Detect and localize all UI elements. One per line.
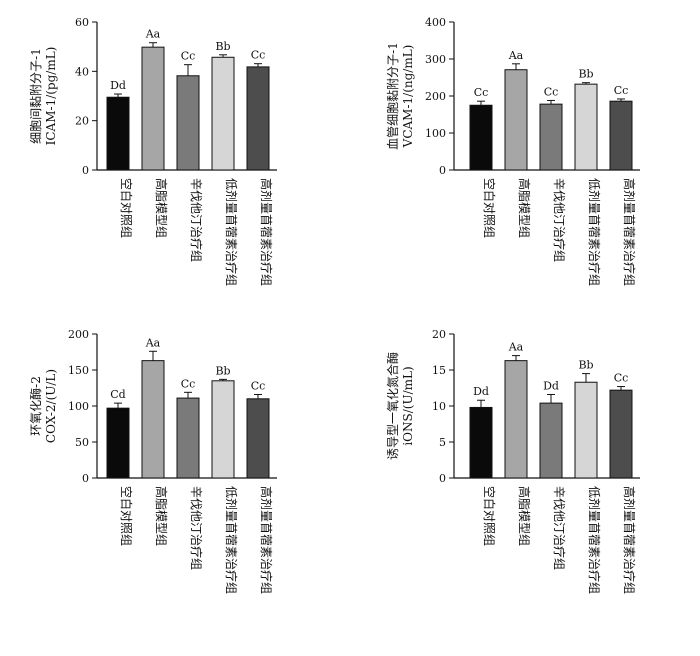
chart-panel-4: 诱导型一氧化氮合酶 iONS/(U/mL) 0 5 10 15 20 Dd 空白对照组 Aa 高脂模…: [385, 328, 640, 594]
y-axis-title-line-2: iONS/(U/mL): [401, 366, 415, 445]
category-label-5: 高剂量苜蓿素治疗组: [259, 486, 274, 594]
y-tick-label: 150: [68, 364, 89, 377]
bar-3: [176, 397, 200, 479]
bar-4: [574, 381, 598, 479]
bar-2: [504, 69, 528, 171]
y-tick-label: 400: [425, 16, 446, 29]
category-label-2: 高脂模型组: [517, 178, 532, 238]
category-label-5: 高剂量苜蓿素治疗组: [622, 178, 637, 286]
category-label-2: 高脂模型组: [517, 486, 532, 546]
significance-label-4: Bb: [215, 364, 230, 377]
y-tick-label: 100: [68, 400, 89, 413]
bar-2: [504, 360, 528, 479]
y-tick-label: 60: [75, 16, 89, 29]
significance-label-2: Aa: [508, 49, 524, 62]
bar-2: [141, 360, 165, 479]
y-axis-title-line-2: ICAM-1/(pg/mL): [44, 47, 58, 146]
significance-label-3: Dd: [543, 379, 559, 392]
y-tick-label: 0: [82, 472, 89, 485]
category-label-5: 高剂量苜蓿素治疗组: [259, 178, 274, 286]
chart-panel-1: 细胞间黏附分子-1 ICAM-1/(pg/mL) 0 20 40 60 Dd 空白对照组 Aa 高…: [29, 16, 277, 286]
y-axis-title-line-1: 环氧化酶-2: [28, 376, 43, 436]
category-label-1: 空白对照组: [119, 178, 134, 238]
bar-3: [539, 402, 563, 479]
category-label-2: 高脂模型组: [154, 178, 169, 238]
y-axis-title-line-2: COX-2/(U/L): [44, 369, 58, 443]
y-tick-label: 0: [439, 164, 446, 177]
significance-label-3: Cc: [181, 377, 196, 390]
y-tick-label: 10: [432, 400, 446, 413]
significance-label-2: Aa: [145, 28, 161, 41]
bar-1: [469, 104, 493, 171]
significance-label-5: Cc: [251, 379, 266, 392]
category-label-4: 低剂量苜蓿素治疗组: [587, 486, 602, 594]
bar-4: [574, 83, 598, 171]
significance-label-1: Dd: [473, 385, 489, 398]
category-label-4: 低剂量苜蓿素治疗组: [224, 486, 239, 594]
bar-4: [211, 56, 235, 171]
y-axis-title-line-1: 血管细胞黏附分子-1: [385, 42, 400, 150]
y-axis-title-line-1: 诱导型一氧化氮合酶: [385, 352, 400, 460]
category-label-1: 空白对照组: [482, 486, 497, 546]
category-label-3: 辛伐他汀治疗组: [189, 486, 203, 570]
y-tick-label: 20: [432, 328, 446, 341]
category-label-4: 低剂量苜蓿素治疗组: [587, 178, 602, 286]
significance-label-5: Cc: [614, 372, 629, 385]
bar-5: [609, 389, 633, 479]
significance-label-1: Cd: [110, 388, 125, 401]
bar-1: [106, 407, 130, 479]
significance-label-2: Aa: [508, 341, 524, 354]
significance-label-5: Cc: [251, 49, 266, 62]
significance-label-5: Cc: [614, 84, 629, 97]
bar-2: [141, 46, 165, 171]
category-label-4: 低剂量苜蓿素治疗组: [224, 178, 239, 286]
bar-5: [246, 398, 270, 479]
bar-3: [176, 75, 200, 171]
bar-1: [106, 96, 130, 171]
significance-label-4: Bb: [578, 68, 593, 81]
category-label-3: 辛伐他汀治疗组: [552, 178, 566, 262]
significance-label-1: Cc: [474, 86, 489, 99]
category-label-3: 辛伐他汀治疗组: [189, 178, 203, 262]
y-tick-label: 300: [425, 53, 446, 66]
y-tick-label: 200: [425, 90, 446, 103]
y-tick-label: 15: [432, 364, 446, 377]
category-label-5: 高剂量苜蓿素治疗组: [622, 486, 637, 594]
category-label-1: 空白对照组: [119, 486, 134, 546]
significance-label-1: Dd: [110, 79, 126, 92]
bar-1: [469, 406, 493, 479]
y-tick-label: 5: [439, 436, 446, 449]
y-tick-label: 200: [68, 328, 89, 341]
category-label-3: 辛伐他汀治疗组: [552, 486, 566, 570]
category-label-2: 高脂模型组: [154, 486, 169, 546]
significance-label-4: Bb: [215, 40, 230, 53]
y-tick-label: 50: [75, 436, 89, 449]
y-tick-label: 0: [439, 472, 446, 485]
y-tick-label: 0: [82, 164, 89, 177]
significance-label-3: Cc: [181, 50, 196, 63]
y-axis-title-line-2: VCAM-1/(ng/mL): [401, 45, 415, 149]
y-axis-title-line-1: 细胞间黏附分子-1: [29, 48, 43, 144]
chart-panel-2: 血管细胞黏附分子-1 VCAM-1/(ng/mL) 0 100 200 300 400 Cc 空…: [385, 16, 640, 286]
bar-4: [211, 380, 235, 479]
category-label-1: 空白对照组: [482, 178, 497, 238]
chart-panel-3: 环氧化酶-2 COX-2/(U/L) 0 50 100 150 200 Cd 空白对照组 Aa 高脂…: [28, 328, 277, 594]
y-tick-label: 20: [75, 115, 89, 128]
bar-3: [539, 103, 563, 171]
y-tick-label: 40: [75, 65, 89, 78]
bar-5: [246, 66, 270, 171]
significance-label-2: Aa: [145, 336, 161, 349]
significance-label-4: Bb: [578, 359, 593, 372]
significance-label-3: Cc: [544, 85, 559, 98]
bar-5: [609, 100, 633, 171]
y-tick-label: 100: [425, 127, 446, 140]
